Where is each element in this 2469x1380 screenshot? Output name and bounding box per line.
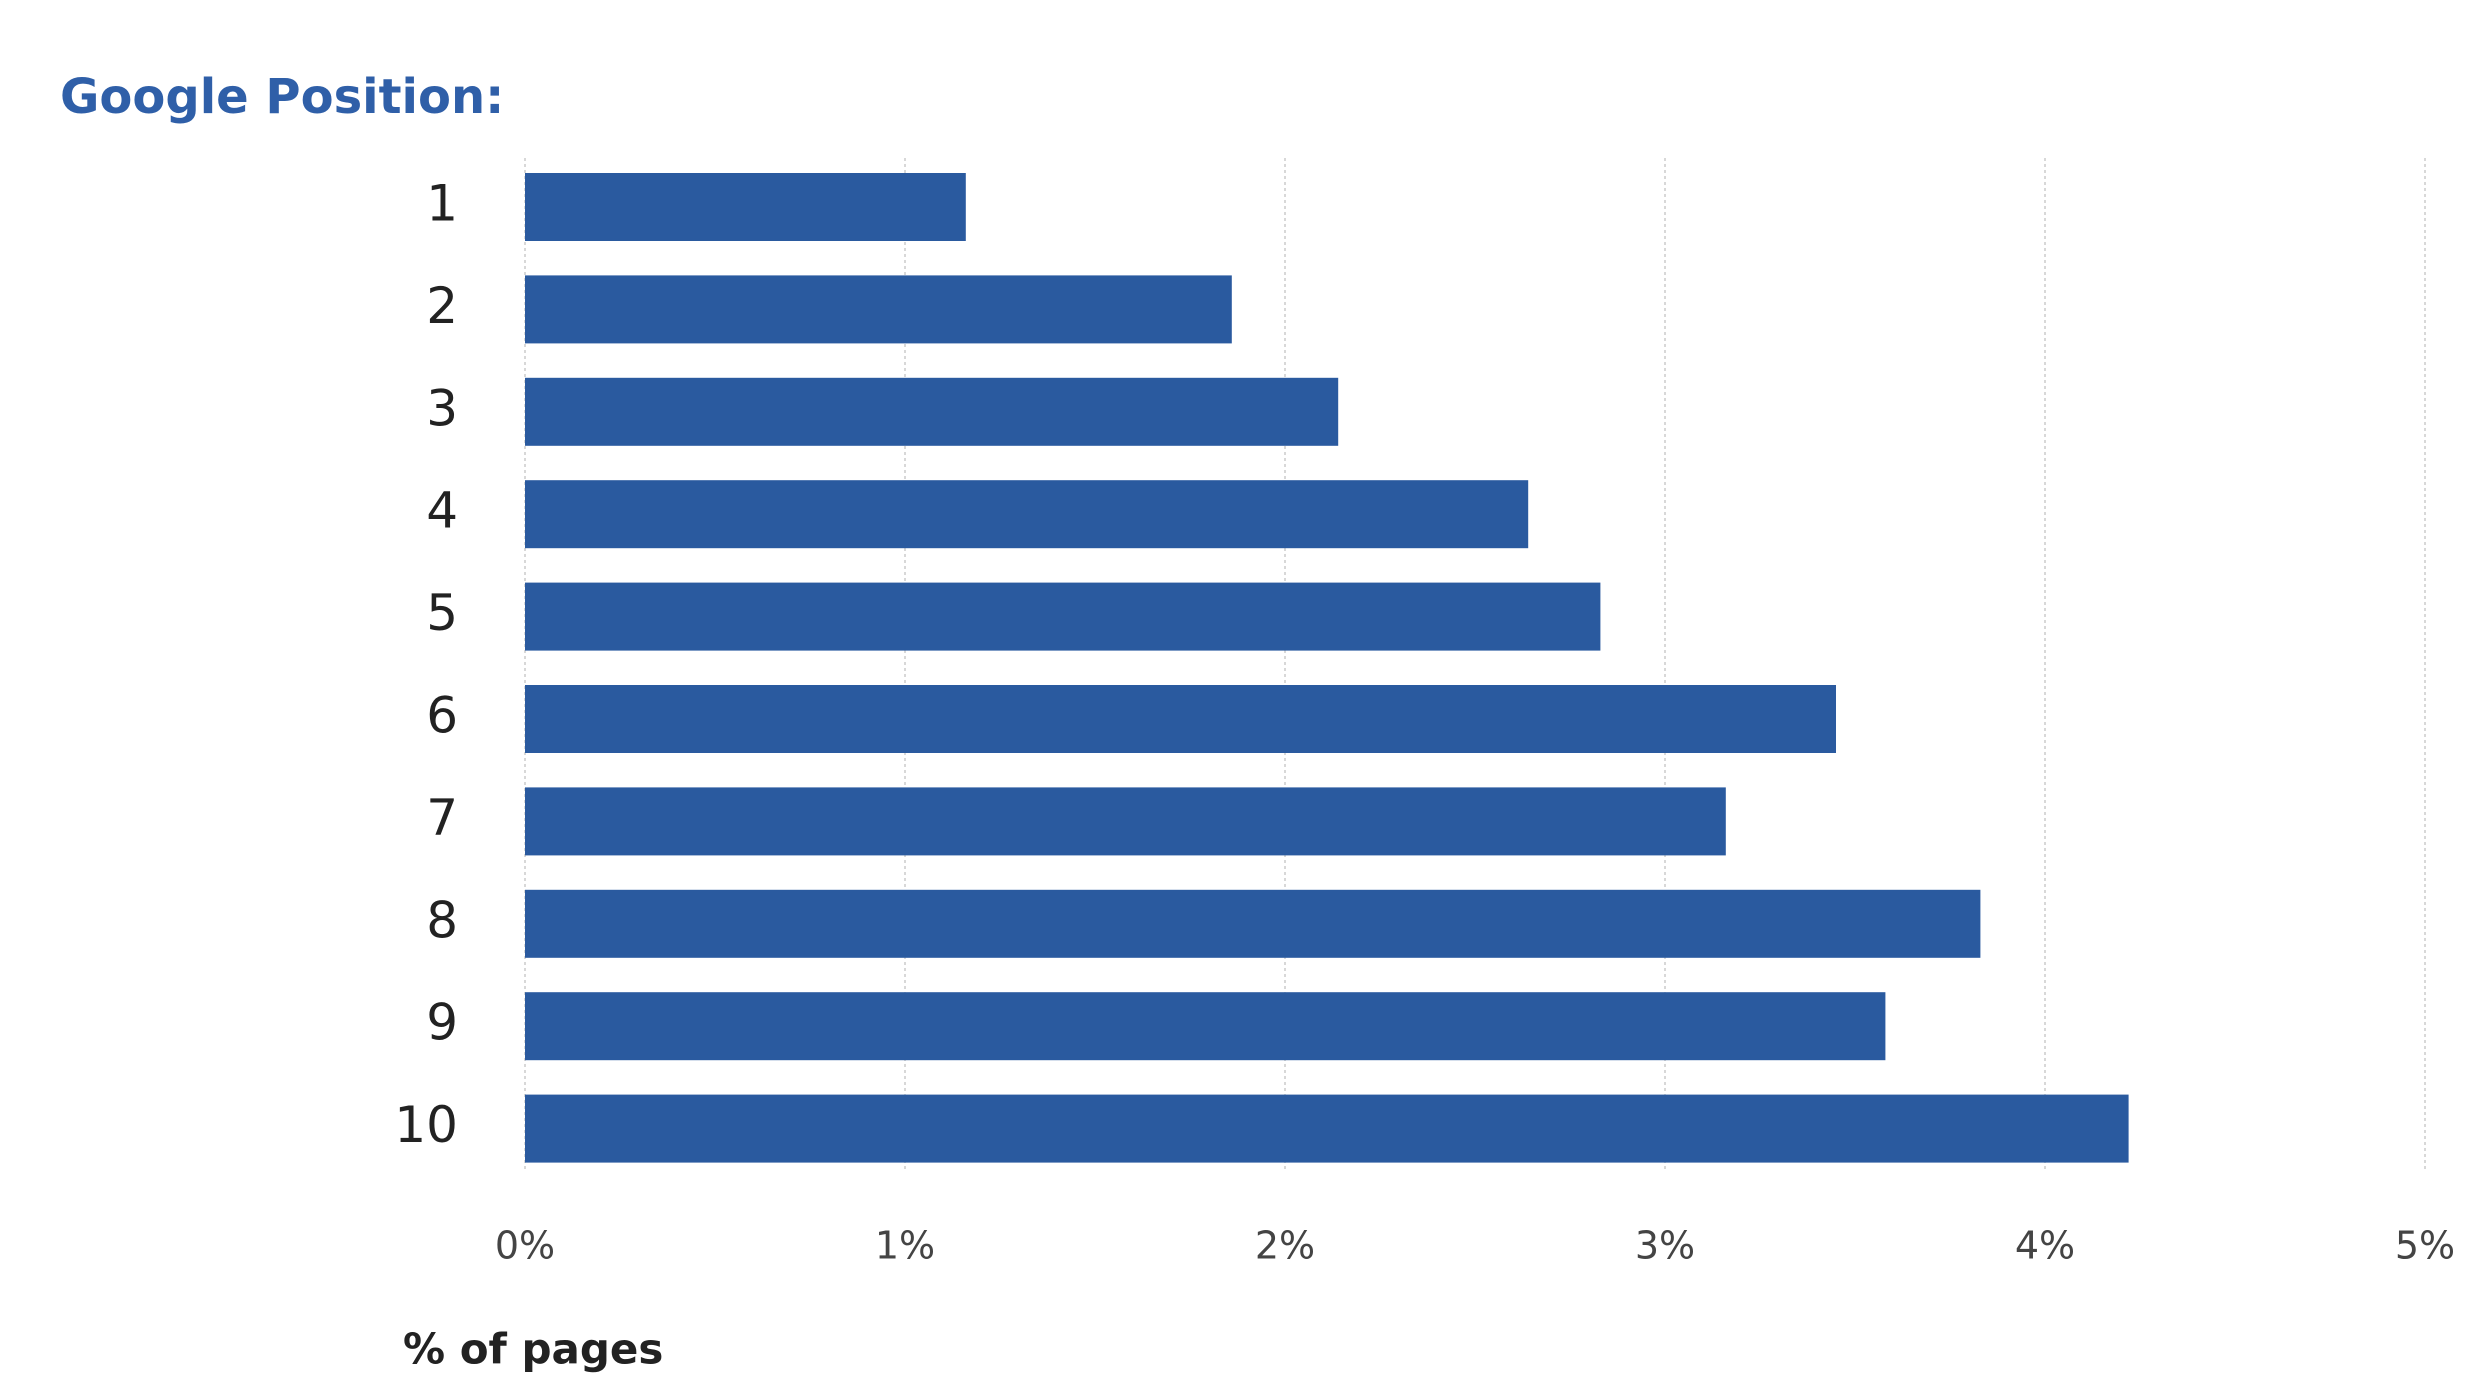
bar [525,889,1981,958]
y-tick-label: 8 [426,891,458,949]
bar [525,582,1601,651]
x-tick-label: 1% [875,1224,935,1268]
x-tick-label: 3% [1635,1224,1695,1268]
bar [525,1094,2129,1163]
bar [525,173,966,241]
bar [525,377,1339,446]
y-tick-label: 2 [426,277,458,335]
y-tick-label: 5 [426,584,458,642]
bar [525,992,1886,1061]
y-tick-label: 4 [426,482,458,540]
y-tick-label: 3 [426,379,458,437]
bar [525,275,1232,344]
bar [525,480,1529,549]
x-axis-label: % of pages [403,1325,663,1374]
bar [525,787,1726,856]
bar [525,685,1836,753]
x-tick-label: 0% [495,1224,555,1268]
y-tick-label: 1 [426,175,458,233]
y-tick-label: 10 [394,1096,458,1154]
y-tick-label: 6 [426,687,458,745]
y-tick-label: 9 [426,994,458,1052]
x-tick-label: 2% [1255,1224,1315,1268]
chart-title: Google Position: [60,69,504,125]
x-tick-label: 4% [2015,1224,2075,1268]
x-tick-label: 5% [2395,1224,2455,1268]
y-tick-label: 7 [426,789,458,847]
